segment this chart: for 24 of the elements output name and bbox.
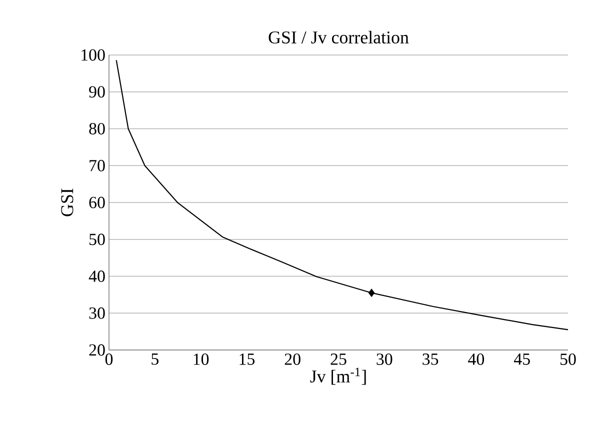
x-tick-label: 40: [468, 354, 484, 365]
x-tick-label: 5: [152, 354, 158, 365]
x-tick-label: 0: [105, 354, 113, 365]
x-axis-title: Jv [m$^{-1}$]: [310, 368, 366, 385]
chart-title: GSI / Jv correlation: [268, 30, 409, 44]
x-tick-label: 30: [376, 354, 392, 365]
y-axis-title: GSI: [61, 188, 74, 216]
line-series: [116, 60, 569, 330]
x-tick-label: 25: [330, 354, 346, 365]
y-tick-label: 30: [89, 307, 105, 319]
y-tick-label: 70: [90, 160, 105, 172]
y-tick-label: 20: [89, 344, 105, 356]
y-tick-label: 90: [89, 86, 105, 98]
y-tick-label: 40: [88, 270, 105, 282]
x-tick-label: 45: [514, 354, 530, 365]
x-tick-label: 35: [422, 354, 438, 365]
x-tick-label: 15: [240, 354, 255, 365]
x-tick-label: 50: [560, 354, 576, 365]
y-tick-label: 60: [89, 196, 105, 208]
x-tick-label: 20: [284, 354, 300, 365]
y-tick-label: 80: [89, 123, 105, 134]
x-tick-label: 10: [194, 354, 209, 365]
y-tick-label: 50: [90, 234, 105, 246]
y-tick-label: 100: [82, 49, 105, 61]
